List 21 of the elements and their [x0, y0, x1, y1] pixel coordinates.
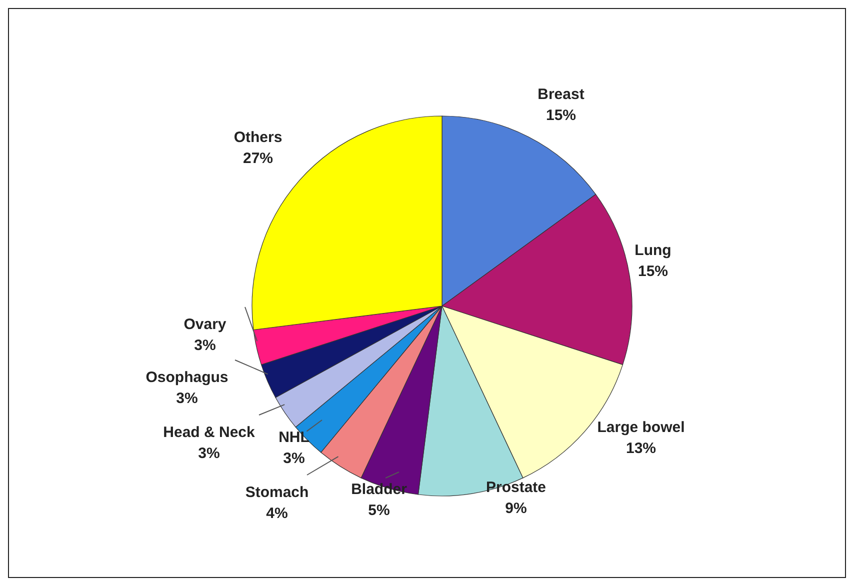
slice-label: Large bowel — [597, 419, 685, 436]
slice-label: Ovary — [184, 316, 227, 333]
data-label: 27% — [242, 150, 274, 167]
slice-label: Breast — [538, 86, 584, 103]
slice-label: Lung — [634, 242, 672, 259]
data-label: 13% — [626, 440, 656, 457]
data-label: 9% — [505, 500, 527, 517]
slice-label: Prostate — [486, 479, 546, 496]
data-label: 15% — [638, 263, 668, 280]
slice-label: Others — [234, 129, 282, 146]
data-label: 3% — [194, 337, 216, 354]
data-label: 3% — [176, 390, 198, 407]
data-label: 3% — [198, 445, 220, 462]
data-label: 5% — [368, 502, 390, 519]
data-label: 3% — [283, 450, 305, 467]
data-label: 15% — [546, 107, 576, 124]
slice-label: Bladder — [351, 481, 408, 498]
slice-label: Head & Neck — [163, 424, 256, 441]
slice-label: Osophagus — [146, 369, 228, 386]
slice-label: Stomach — [245, 484, 309, 501]
data-label: 4% — [266, 505, 288, 522]
